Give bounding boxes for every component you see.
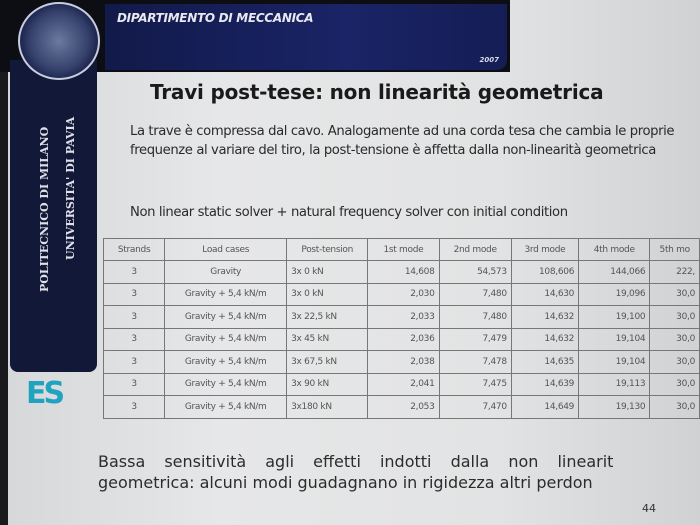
table-cell: 14,632	[510, 305, 580, 329]
table-cell: 3	[102, 327, 166, 351]
table-cell: 2,033	[367, 305, 440, 329]
table-cell: 2,041	[367, 372, 440, 396]
table-cell: Gravity + 5,4 kN/m	[164, 395, 288, 419]
table-cell: 3	[102, 260, 166, 284]
table-cell: 14,630	[510, 282, 580, 306]
table-cell: 30,0	[649, 350, 700, 374]
table-row: 3 Gravity + 5,4 kN/m 3x 22,5 kN 2,033 7,480 1…	[102, 305, 700, 329]
table-cell: Gravity + 5,4 kN/m	[164, 282, 288, 306]
solver-line: Non linear static solver + natural frequ…	[130, 205, 568, 220]
table-cell: 19,113	[578, 372, 651, 396]
table-cell: 30,0	[649, 372, 700, 396]
table-cell: Gravity + 5,4 kN/m	[164, 350, 288, 374]
col-header: 4th mode	[578, 238, 651, 261]
sidebar-text-pavia: UNIVERSITA' DI PAVIA	[64, 116, 77, 260]
table-cell: 3	[102, 305, 166, 329]
table-row: 3 Gravity + 5,4 kN/m 3x 45 kN 2,036 7,479 14,…	[102, 327, 700, 351]
table-cell: 3x 0 kN	[286, 282, 369, 306]
table-cell: 54,573	[438, 260, 512, 284]
table-cell: 108,606	[510, 260, 580, 284]
table-cell: 14,635	[510, 350, 580, 374]
table-cell: 2,038	[367, 350, 440, 374]
table-cell: 7,479	[438, 327, 512, 351]
table-cell: 2,053	[367, 395, 440, 419]
es-logo: ES	[26, 376, 65, 411]
col-header: 3rd mode	[510, 238, 580, 261]
table-cell: 3x 67,5 kN	[286, 350, 369, 374]
page-number: 44	[642, 502, 656, 515]
intro-paragraph: La trave è compressa dal cavo. Analogame…	[130, 124, 675, 158]
table-row: 3 Gravity + 5,4 kN/m 3x 67,5 kN 2,038 7,478 1…	[102, 350, 700, 374]
table-cell: 7,470	[438, 395, 512, 419]
conclusion-text: Bassa sensitività agli effetti indotti d…	[98, 451, 613, 493]
table-row: 3 Gravity + 5,4 kN/m 3x 90 kN 2,041 7,475 14,…	[102, 372, 700, 396]
slide-title: Travi post-tese: non linearità geometric…	[150, 80, 604, 104]
table-cell: 2,036	[367, 327, 440, 351]
table-cell: 14,649	[510, 395, 580, 419]
table-cell: 19,104	[578, 327, 651, 351]
table-cell: 7,478	[438, 350, 512, 374]
table-cell: 7,480	[438, 305, 512, 329]
table-cell: 7,480	[438, 282, 512, 306]
table-cell: 30,0	[649, 282, 700, 306]
table-cell: 14,632	[510, 327, 580, 351]
table-cell: 14,608	[367, 260, 440, 284]
table-cell: 222,	[649, 260, 700, 284]
sidebar-text-polimi: POLITECNICO DI MILANO	[38, 126, 51, 292]
header-banner: DIPARTIMENTO DI MECCANICA 2007	[105, 4, 507, 70]
sidebar-band: POLITECNICO DI MILANO UNIVERSITA' DI PAV…	[10, 60, 97, 411]
table-cell: 2,030	[367, 282, 440, 306]
table-cell: 3x 22,5 kN	[286, 305, 369, 329]
table-row: 3 Gravity 3x 0 kN 14,608 54,573 108,606 144,06…	[102, 260, 700, 284]
col-header: 5th mo	[649, 238, 700, 261]
table-cell: 144,066	[578, 260, 651, 284]
university-seal-logo	[18, 2, 100, 80]
table-cell: Gravity + 5,4 kN/m	[164, 305, 288, 329]
table-cell: 3x 45 kN	[286, 327, 369, 351]
col-header: Load cases	[164, 238, 288, 261]
table-cell: 3	[102, 282, 166, 306]
table-cell: 14,639	[510, 372, 580, 396]
table-cell: 7,475	[438, 372, 512, 396]
col-header: 2nd mode	[438, 238, 512, 261]
table-cell: 30,0	[649, 305, 700, 329]
table-cell: Gravity	[164, 260, 288, 284]
table-cell: 3x 90 kN	[286, 372, 369, 396]
conclusion-line-2: geometrica: alcuni modi guadagnano in ri…	[98, 473, 593, 492]
table-cell: 19,100	[578, 305, 651, 329]
table-cell: 19,130	[578, 395, 651, 419]
table-cell: 19,096	[578, 282, 651, 306]
table-cell: 3	[102, 395, 166, 419]
conclusion-line-1: Bassa sensitività agli effetti indotti d…	[98, 452, 614, 471]
table-row: 3 Gravity + 5,4 kN/m 3x 0 kN 2,030 7,480 14,6…	[102, 282, 700, 306]
table-cell: 3	[102, 350, 166, 374]
table-cell: 3x 0 kN	[286, 260, 369, 284]
table-cell: 3	[102, 372, 166, 396]
year-label: 2007	[479, 56, 499, 64]
col-header: Strands	[102, 238, 166, 261]
department-label: DIPARTIMENTO DI MECCANICA	[117, 11, 314, 25]
col-header: 1st mode	[367, 238, 440, 261]
table-cell: Gravity + 5,4 kN/m	[164, 372, 288, 396]
table-cell: 30,0	[649, 327, 700, 351]
table-cell: Gravity + 5,4 kN/m	[164, 327, 288, 351]
table-row: 3 Gravity + 5,4 kN/m 3x180 kN 2,053 7,470 14,…	[102, 395, 700, 419]
table-header-row: Strands Load cases Post-tension 1st mode…	[102, 238, 700, 261]
table-cell: 30,0	[649, 395, 700, 419]
table-cell: 19,104	[578, 350, 651, 374]
col-header: Post-tension	[286, 238, 369, 261]
frequency-table: Strands Load cases Post-tension 1st mode…	[102, 238, 700, 419]
table-cell: 3x180 kN	[286, 395, 369, 419]
